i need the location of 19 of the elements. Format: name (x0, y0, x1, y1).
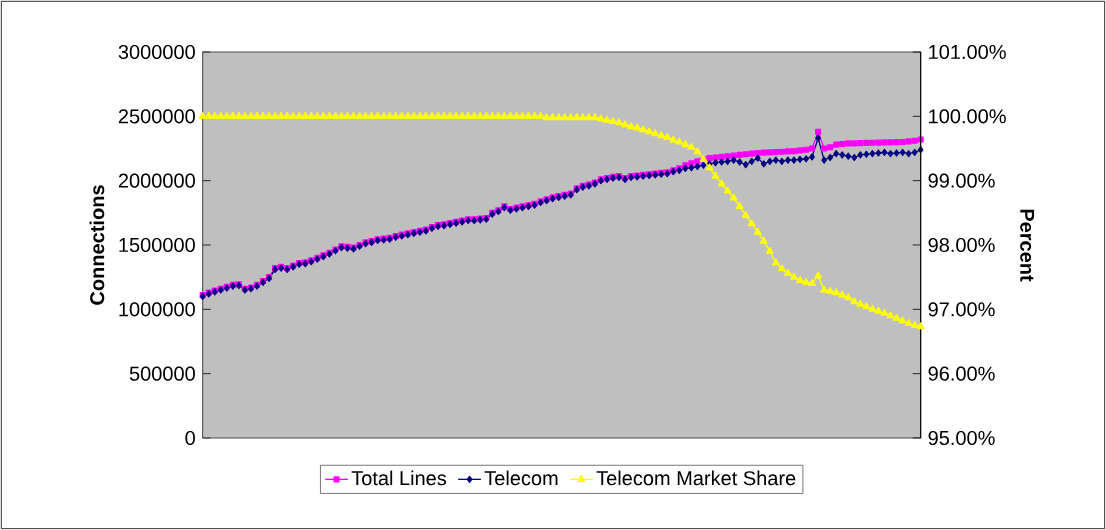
legend-label: Telecom (484, 470, 558, 486)
y-tick-label: 0 (185, 430, 195, 446)
y2-tick-label: 99.00% (928, 173, 995, 188)
y2-axis-title: Percent (1020, 209, 1035, 282)
y-tick-label: 1500000 (119, 237, 195, 253)
y-tick-label: 2500000 (118, 109, 195, 124)
y2-tick-label: 100.00% (929, 109, 1006, 124)
y-tick-label: 500000 (129, 366, 195, 381)
legend-label: Total Lines (351, 470, 447, 486)
y2-tick-label: 96.00% (928, 366, 995, 381)
y-tick-label: 3000000 (118, 44, 195, 60)
y2-tick-label: 95.00% (928, 430, 995, 446)
y2-tick-label: 98.00% (928, 237, 995, 253)
y2-tick-label: 101.00% (929, 44, 1006, 60)
y-tick-label: 1000000 (119, 302, 195, 317)
legend-label: Telecom Market Share (596, 470, 796, 486)
y-tick-label: 2000000 (118, 173, 195, 188)
y-axis-title: Connections (89, 185, 105, 305)
y2-tick-label: 97.00% (928, 302, 995, 317)
